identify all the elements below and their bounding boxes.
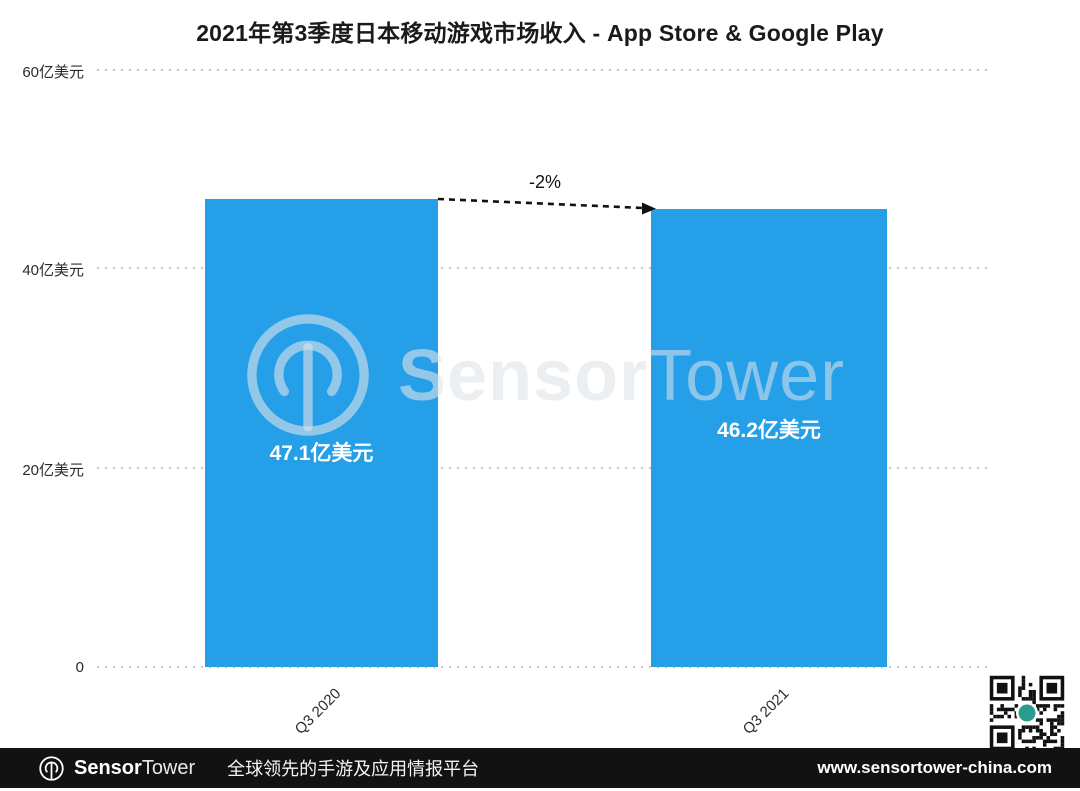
- x-tick-q3-2021: Q3 2021: [739, 685, 793, 738]
- change-arrow: [437, 197, 656, 215]
- footer-brand-bold: Sensor: [74, 756, 142, 779]
- gridline-0: [97, 666, 990, 668]
- gridline-20: [97, 467, 990, 469]
- y-tick-20: 20亿美元: [22, 462, 84, 479]
- sensortower-logo-icon: [39, 755, 64, 781]
- footer-website: www.sensortower-china.com: [817, 758, 1052, 777]
- chart-title: 2021年第3季度日本移动游戏市场收入 - App Store & Google…: [196, 20, 884, 46]
- footer-bar: SensorTower 全球领先的手游及应用情报平台 www.sensortow…: [0, 748, 1080, 788]
- gridline-60: [97, 69, 990, 71]
- bar-value-label-q3-2021: 46.2亿美元: [717, 419, 821, 442]
- qr-code: [989, 675, 1065, 751]
- bar-q3-2021: 46.2亿美元: [651, 209, 887, 667]
- y-tick-40: 40亿美元: [22, 262, 84, 279]
- footer-brand: SensorTower: [74, 757, 195, 780]
- y-tick-0: 0: [75, 659, 84, 676]
- change-percentage-label: -2%: [528, 172, 561, 192]
- footer-brand-light: Tower: [141, 756, 196, 779]
- x-tick-q3-2020: Q3 2020: [291, 685, 345, 738]
- bar-value-label-q3-2020: 47.1亿美元: [269, 442, 374, 465]
- bar-q3-2020: 47.1亿美元: [205, 199, 438, 667]
- gridline-40: [97, 267, 990, 269]
- footer-tagline: 全球领先的手游及应用情报平台: [227, 759, 480, 779]
- y-tick-60: 60亿美元: [22, 64, 84, 81]
